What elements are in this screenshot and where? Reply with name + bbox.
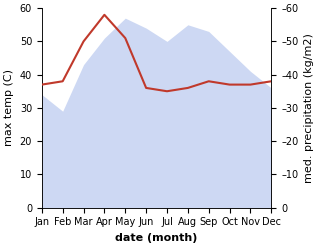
X-axis label: date (month): date (month) [115, 233, 198, 243]
Y-axis label: max temp (C): max temp (C) [4, 69, 14, 146]
Y-axis label: med. precipitation (kg/m2): med. precipitation (kg/m2) [304, 33, 314, 183]
